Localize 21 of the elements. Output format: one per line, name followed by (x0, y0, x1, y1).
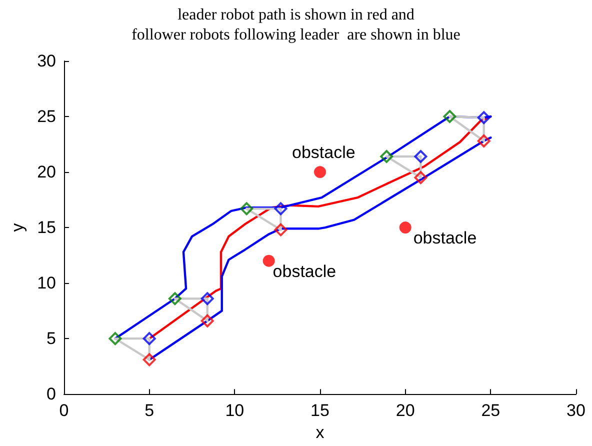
y-tick-label: 10 (37, 274, 56, 293)
x-tick-label: 0 (59, 401, 69, 420)
x-tick-label: 25 (481, 401, 500, 420)
annotation: obstacle (272, 262, 336, 281)
y-tick-label: 15 (37, 218, 56, 238)
chart-subtitle: follower robots following leader are shown in blue (132, 26, 460, 44)
y-axis-title: y (8, 222, 28, 232)
x-tick-label: 10 (225, 401, 244, 420)
x-tick-label: 20 (396, 401, 415, 420)
y-tick-label: 30 (37, 52, 56, 70)
x-tick-label: 15 (310, 401, 330, 420)
y-tick-label: 25 (37, 107, 56, 126)
y-tick-label: 20 (37, 162, 56, 182)
x-tick-label: 5 (144, 401, 154, 420)
y-tick-label: 0 (46, 384, 56, 404)
chart-title: leader robot path is shown in red and (178, 6, 414, 24)
y-tick-label: 5 (46, 329, 56, 348)
x-axis-title: x (316, 423, 325, 442)
x-tick-label: 30 (566, 401, 586, 420)
annotation: obstacle (413, 228, 477, 248)
annotation: obstacle (292, 143, 356, 162)
